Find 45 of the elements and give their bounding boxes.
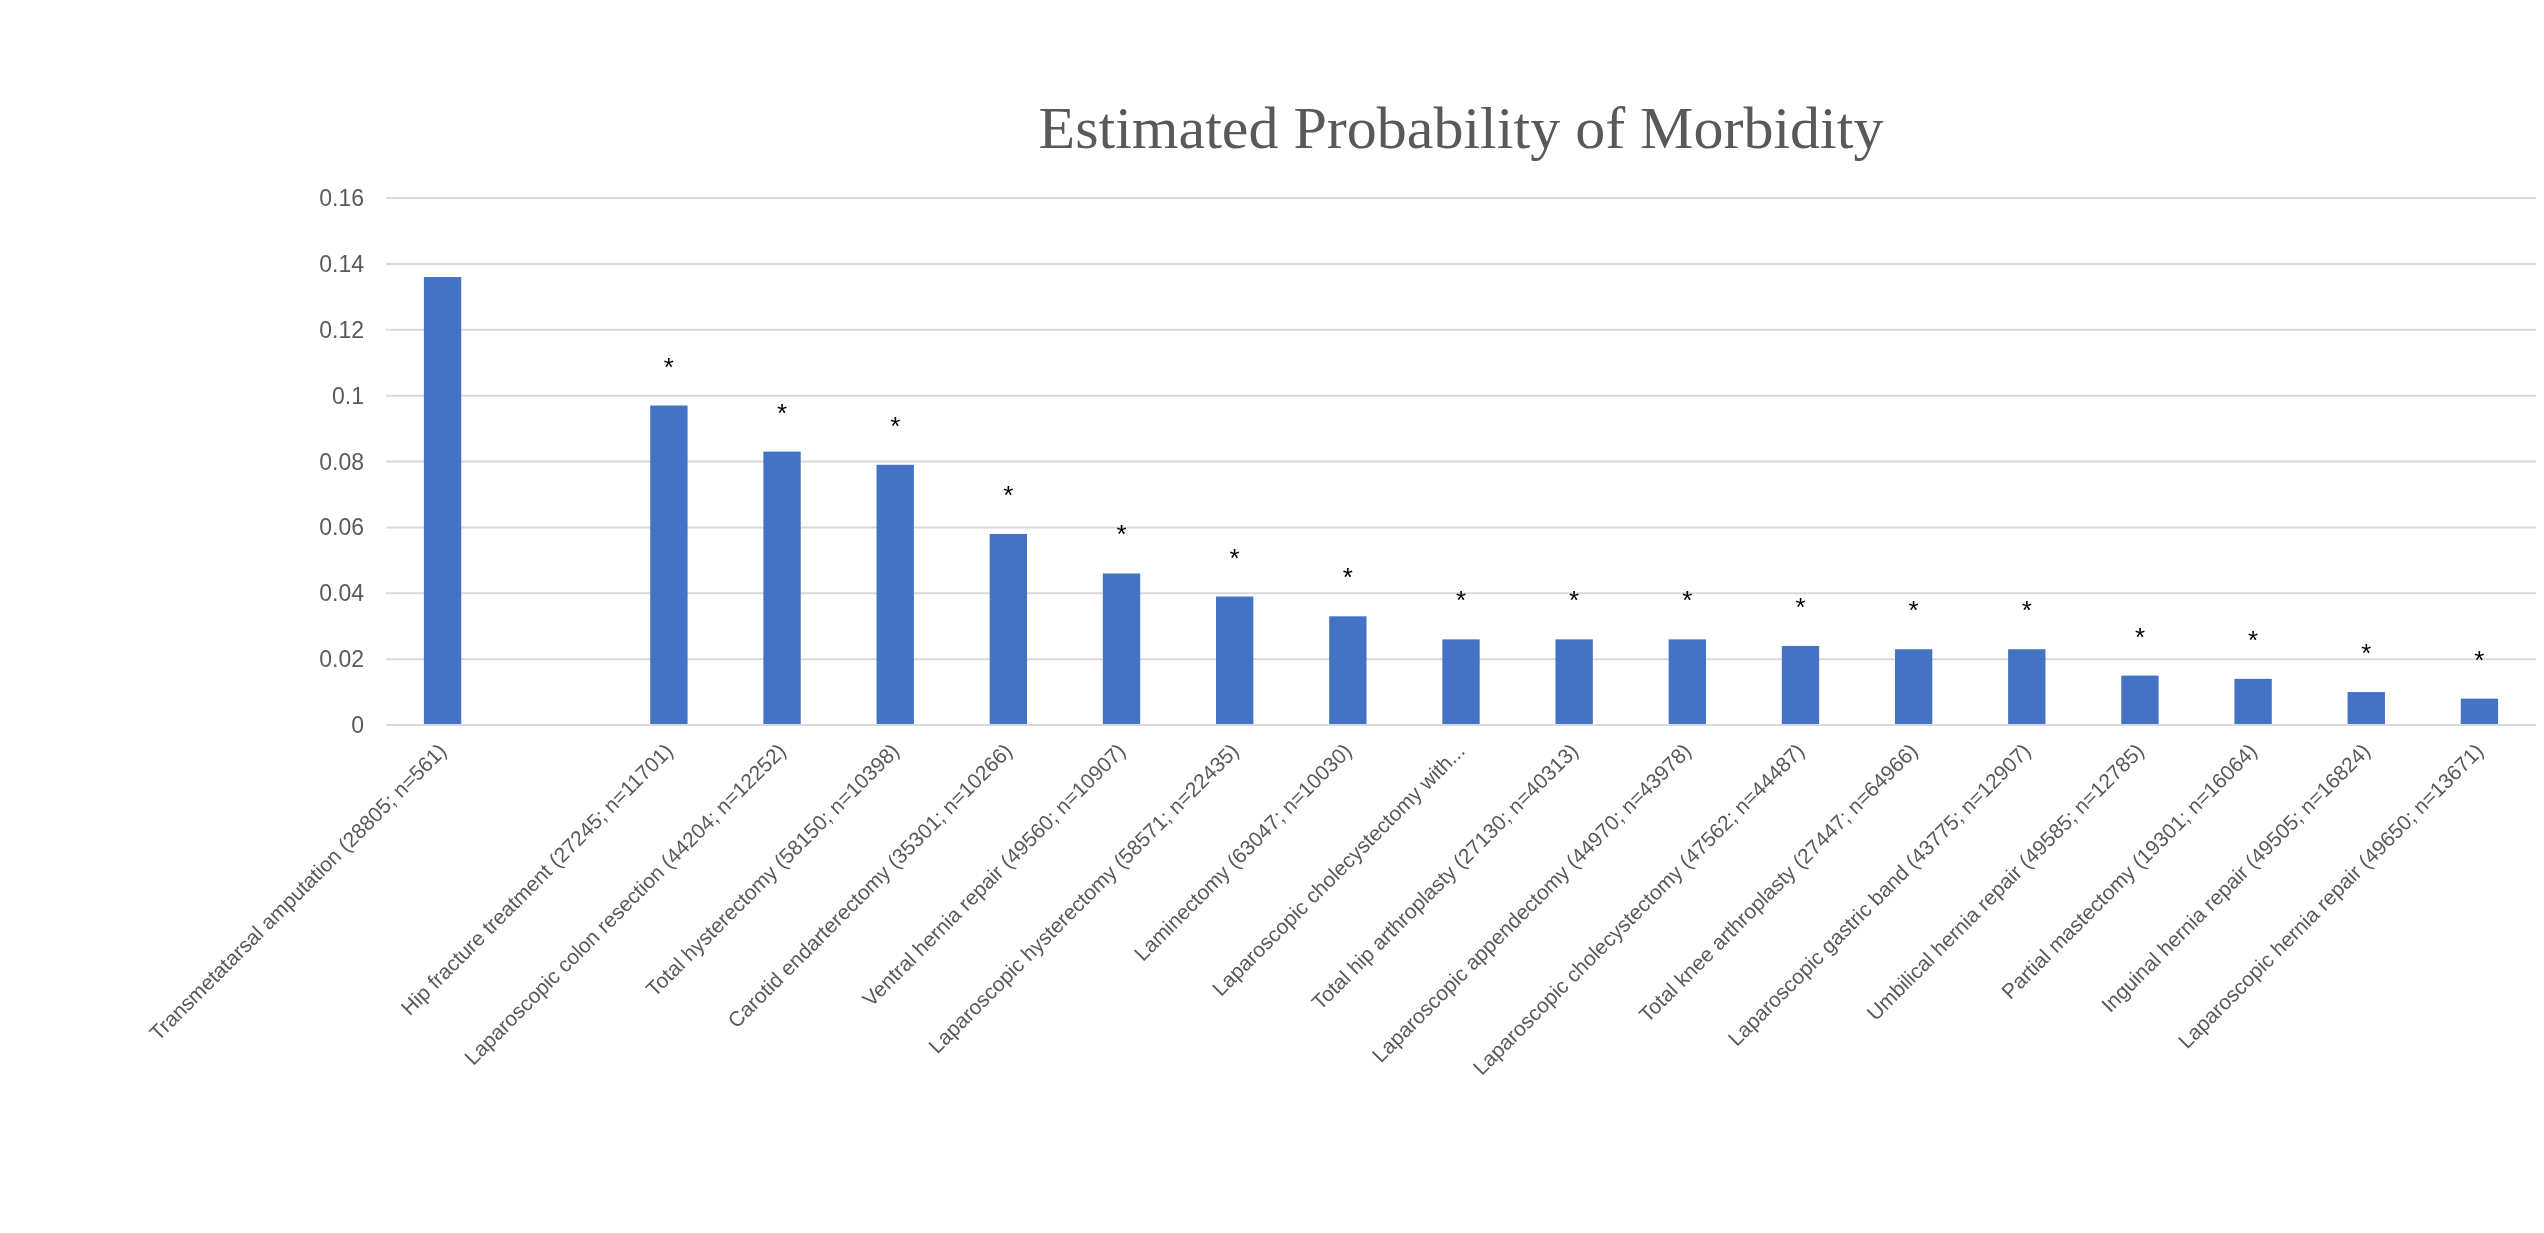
bar (1781, 645, 1820, 725)
bar (1329, 616, 1367, 725)
data-label: * (1682, 585, 1693, 616)
y-tick-label: 0 (351, 712, 364, 739)
bar (1216, 596, 1254, 725)
bar (1894, 649, 1933, 725)
data-label: * (1342, 562, 1353, 593)
data-label: * (2474, 644, 2485, 675)
data-label: * (1116, 519, 1127, 550)
data-label: * (663, 351, 674, 382)
bar (1555, 639, 1593, 725)
bar (2121, 675, 2159, 725)
bar (989, 533, 1028, 725)
y-tick-label: 0.06 (319, 514, 364, 541)
y-tick-label: 0.02 (319, 646, 364, 673)
data-label: * (2248, 624, 2259, 655)
bar (2460, 698, 2499, 725)
data-label: * (1795, 591, 1806, 622)
data-label: * (2361, 638, 2372, 669)
data-label: * (2134, 621, 2146, 652)
y-tick-label: 0.16 (319, 185, 364, 212)
bar (876, 464, 914, 725)
y-tick-label: 0.04 (319, 580, 365, 607)
data-label: * (890, 410, 901, 441)
data-label: * (1908, 595, 1919, 626)
bar (1442, 639, 1480, 725)
data-label: * (1003, 479, 1014, 510)
y-tick-label: 0.08 (319, 448, 364, 475)
bar (1102, 573, 1141, 725)
bar (423, 277, 462, 725)
bar (1668, 639, 1706, 725)
bar (2008, 649, 2046, 725)
y-tick-label: 0.14 (319, 250, 365, 277)
data-label: * (1455, 585, 1467, 616)
bar (650, 405, 688, 725)
data-label: * (1569, 585, 1580, 616)
bar (2234, 678, 2272, 725)
bar (763, 451, 801, 725)
y-tick-label: 0.12 (319, 316, 364, 343)
data-label: * (776, 397, 788, 428)
chart-title: Estimated Probability of Morbidity (1038, 95, 1884, 161)
data-label: * (1229, 542, 1240, 573)
y-tick-label: 0.1 (332, 382, 364, 409)
bar (2347, 692, 2385, 725)
data-label: * (2021, 595, 2032, 626)
